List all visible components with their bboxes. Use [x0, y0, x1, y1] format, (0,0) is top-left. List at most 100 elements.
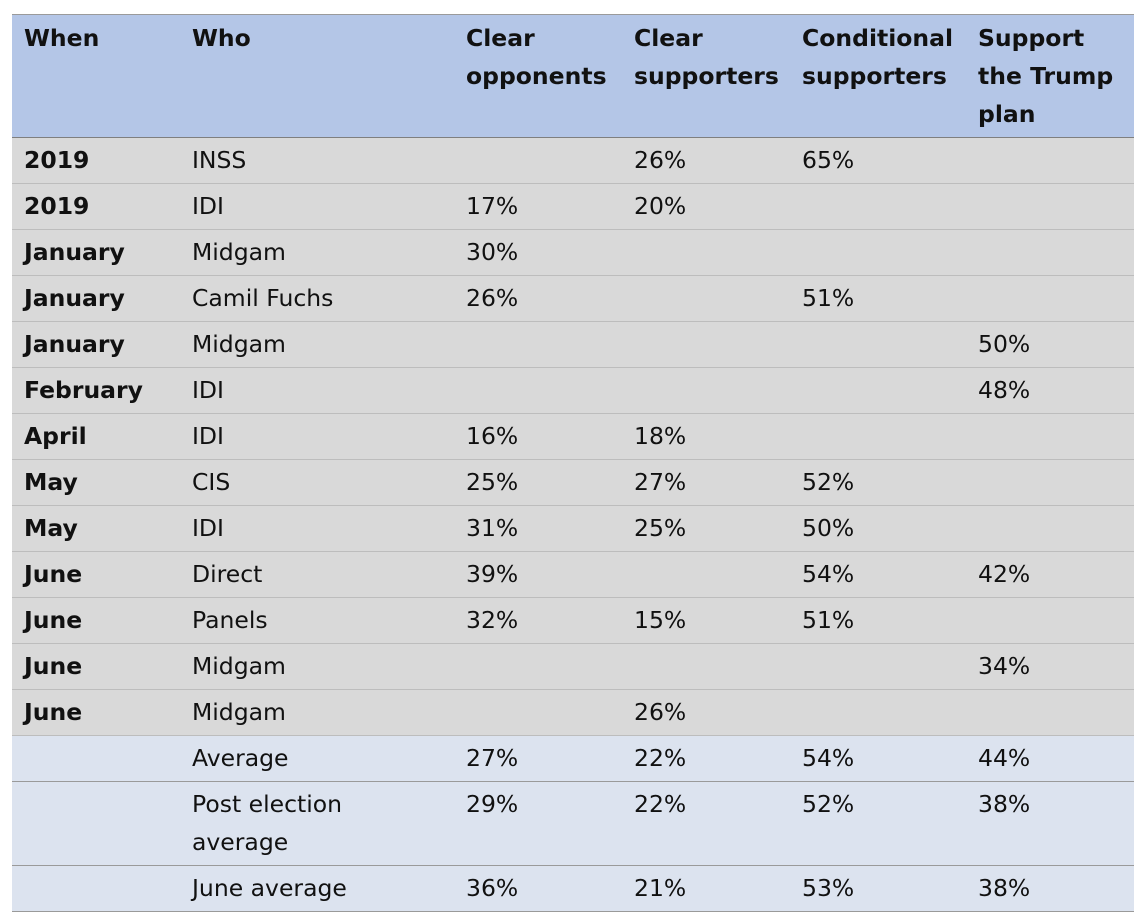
- clear-supporters-cell: 15%: [622, 597, 790, 644]
- when-cell: [12, 865, 180, 912]
- clear-opponents-cell: 32%: [454, 597, 622, 644]
- column-header-support-trump-plan: Support the Trump plan: [966, 14, 1134, 138]
- clear-supporters-cell: 21%: [622, 865, 790, 912]
- clear-opponents-cell: 39%: [454, 551, 622, 598]
- conditional-supporters-cell: 51%: [790, 597, 966, 644]
- clear-supporters-cell: [622, 229, 790, 276]
- clear-opponents-cell: [454, 321, 622, 368]
- support-trump-plan-cell: [966, 597, 1134, 644]
- column-header-clear-supporters: Clear supporters: [622, 14, 790, 138]
- who-cell: Post election average: [180, 781, 454, 866]
- clear-supporters-cell: 25%: [622, 505, 790, 552]
- when-cell: 2019: [12, 183, 180, 230]
- poll-table: When Who Clear opponents Clear supporter…: [12, 14, 1134, 912]
- table-row: 2019 INSS 26% 65%: [12, 137, 1134, 184]
- conditional-supporters-cell: 54%: [790, 735, 966, 782]
- when-cell: June: [12, 551, 180, 598]
- clear-supporters-cell: 26%: [622, 137, 790, 184]
- clear-supporters-cell: [622, 275, 790, 322]
- column-header-who: Who: [180, 14, 454, 138]
- when-cell: January: [12, 275, 180, 322]
- conditional-supporters-cell: [790, 413, 966, 460]
- support-trump-plan-cell: 50%: [966, 321, 1134, 368]
- clear-opponents-cell: 30%: [454, 229, 622, 276]
- clear-supporters-cell: [622, 321, 790, 368]
- clear-supporters-cell: [622, 643, 790, 690]
- who-cell: CIS: [180, 459, 454, 506]
- clear-opponents-cell: 26%: [454, 275, 622, 322]
- conditional-supporters-cell: 54%: [790, 551, 966, 598]
- table-body: 2019 INSS 26% 65% 2019 IDI 17% 20% January Midgam…: [12, 137, 1134, 912]
- table-row: June Panels 32% 15% 51%: [12, 597, 1134, 644]
- support-trump-plan-cell: [966, 689, 1134, 736]
- who-cell: INSS: [180, 137, 454, 184]
- table-row: February IDI 48%: [12, 367, 1134, 414]
- support-trump-plan-cell: 48%: [966, 367, 1134, 414]
- conditional-supporters-cell: 51%: [790, 275, 966, 322]
- who-cell: Direct: [180, 551, 454, 598]
- clear-opponents-cell: [454, 137, 622, 184]
- who-cell: Camil Fuchs: [180, 275, 454, 322]
- clear-opponents-cell: [454, 367, 622, 414]
- clear-opponents-cell: 16%: [454, 413, 622, 460]
- support-trump-plan-cell: [966, 275, 1134, 322]
- clear-opponents-cell: 31%: [454, 505, 622, 552]
- conditional-supporters-cell: 65%: [790, 137, 966, 184]
- summary-row: June average 36% 21% 53% 38%: [12, 865, 1134, 912]
- support-trump-plan-cell: 42%: [966, 551, 1134, 598]
- support-trump-plan-cell: 34%: [966, 643, 1134, 690]
- conditional-supporters-cell: [790, 183, 966, 230]
- who-cell: Midgam: [180, 229, 454, 276]
- when-cell: [12, 781, 180, 866]
- when-cell: January: [12, 229, 180, 276]
- support-trump-plan-cell: 44%: [966, 735, 1134, 782]
- when-cell: January: [12, 321, 180, 368]
- table-row: May IDI 31% 25% 50%: [12, 505, 1134, 552]
- clear-supporters-cell: 26%: [622, 689, 790, 736]
- who-cell: IDI: [180, 413, 454, 460]
- clear-opponents-cell: 27%: [454, 735, 622, 782]
- when-cell: February: [12, 367, 180, 414]
- when-cell: June: [12, 643, 180, 690]
- clear-opponents-cell: 29%: [454, 781, 622, 866]
- table-row: May CIS 25% 27% 52%: [12, 459, 1134, 506]
- column-header-clear-opponents: Clear opponents: [454, 14, 622, 138]
- conditional-supporters-cell: [790, 643, 966, 690]
- who-cell: Midgam: [180, 689, 454, 736]
- column-header-conditional-supporters: Conditional supporters: [790, 14, 966, 138]
- column-header-when: When: [12, 14, 180, 138]
- who-cell: June average: [180, 865, 454, 912]
- clear-opponents-cell: 25%: [454, 459, 622, 506]
- when-cell: [12, 735, 180, 782]
- clear-opponents-cell: 36%: [454, 865, 622, 912]
- who-cell: Average: [180, 735, 454, 782]
- summary-row: Average 27% 22% 54% 44%: [12, 735, 1134, 782]
- conditional-supporters-cell: [790, 321, 966, 368]
- conditional-supporters-cell: 52%: [790, 781, 966, 866]
- clear-supporters-cell: 18%: [622, 413, 790, 460]
- table-row: January Camil Fuchs 26% 51%: [12, 275, 1134, 322]
- when-cell: 2019: [12, 137, 180, 184]
- support-trump-plan-cell: [966, 137, 1134, 184]
- support-trump-plan-cell: [966, 229, 1134, 276]
- conditional-supporters-cell: [790, 229, 966, 276]
- who-cell: IDI: [180, 183, 454, 230]
- when-cell: June: [12, 689, 180, 736]
- table-row: June Midgam 26%: [12, 689, 1134, 736]
- table-row: 2019 IDI 17% 20%: [12, 183, 1134, 230]
- support-trump-plan-cell: 38%: [966, 781, 1134, 866]
- when-cell: June: [12, 597, 180, 644]
- clear-opponents-cell: [454, 689, 622, 736]
- clear-opponents-cell: [454, 643, 622, 690]
- when-cell: April: [12, 413, 180, 460]
- conditional-supporters-cell: [790, 689, 966, 736]
- table-row: January Midgam 50%: [12, 321, 1134, 368]
- support-trump-plan-cell: [966, 459, 1134, 506]
- who-cell: IDI: [180, 505, 454, 552]
- support-trump-plan-cell: [966, 183, 1134, 230]
- clear-supporters-cell: 20%: [622, 183, 790, 230]
- table-row: January Midgam 30%: [12, 229, 1134, 276]
- support-trump-plan-cell: [966, 505, 1134, 552]
- header-row: When Who Clear opponents Clear supporter…: [12, 14, 1134, 138]
- support-trump-plan-cell: [966, 413, 1134, 460]
